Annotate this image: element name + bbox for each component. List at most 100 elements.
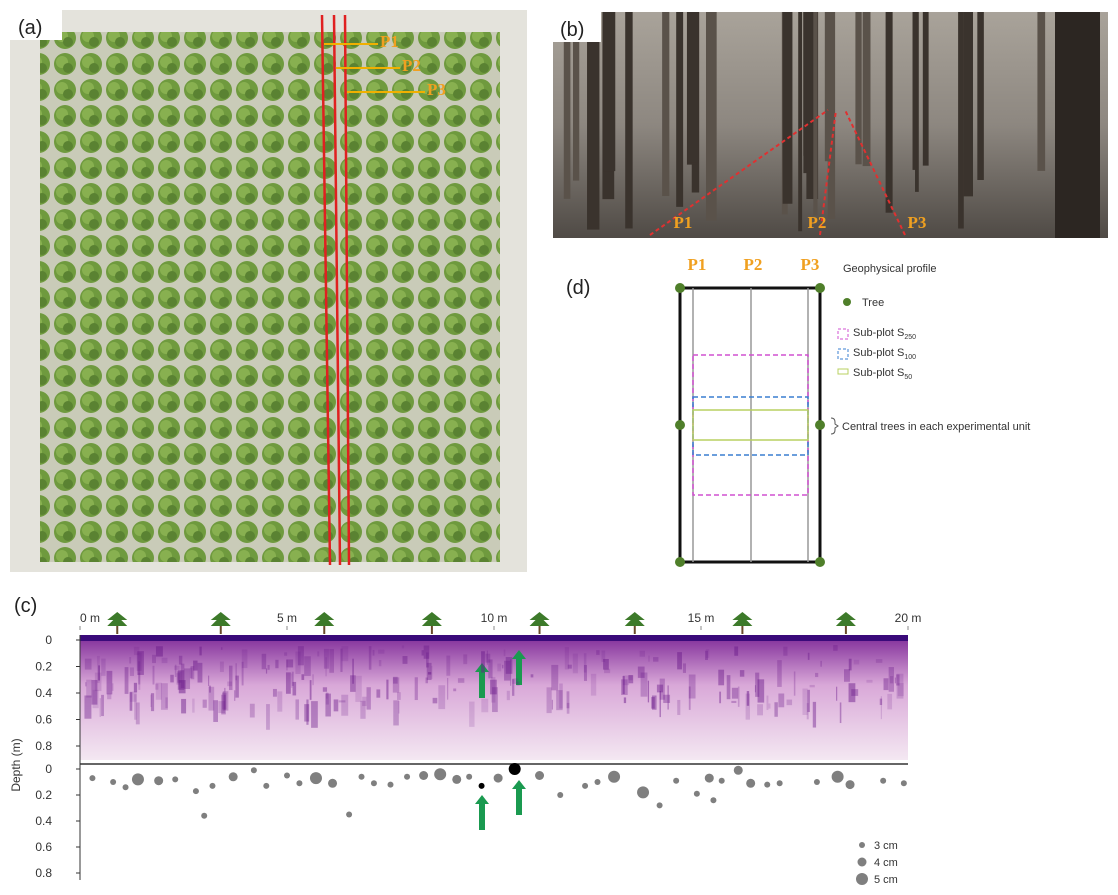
- tree-trunk: [886, 12, 893, 213]
- radar-streak: [340, 649, 342, 672]
- root: [777, 780, 783, 786]
- radar-streak: [638, 667, 645, 678]
- radar-streak: [323, 687, 327, 691]
- radar-streak: [393, 700, 399, 725]
- tree-icon: [314, 612, 334, 634]
- root: [880, 778, 886, 784]
- radar-streak: [250, 704, 255, 718]
- root: [657, 802, 663, 808]
- radar-streak: [768, 703, 770, 708]
- radar-streak: [86, 680, 92, 698]
- y-axis-label: Depth (m): [9, 738, 23, 791]
- radar-streak: [284, 652, 287, 655]
- radar-streak: [890, 676, 893, 683]
- radar-streak: [324, 649, 329, 669]
- radar-streak: [162, 658, 168, 663]
- legend-swatch: [838, 369, 848, 374]
- radar-streak: [170, 675, 174, 683]
- tree-icon: [211, 612, 231, 634]
- radar-streak: [895, 678, 896, 684]
- radar-streak: [794, 671, 796, 695]
- root: [535, 771, 544, 780]
- radar-streak: [101, 659, 105, 676]
- radar-streak: [310, 680, 312, 700]
- radar-streak: [386, 680, 388, 700]
- radar-streak: [648, 681, 649, 703]
- trees: [675, 283, 825, 567]
- radar-streak: [746, 694, 750, 720]
- tree-trunk: [783, 12, 793, 204]
- radar-streak: [227, 681, 232, 686]
- root: [764, 782, 770, 788]
- size-legend-label: 4 cm: [874, 857, 898, 869]
- radar-streak: [179, 656, 182, 665]
- x-tick-label: 5 m: [277, 611, 297, 625]
- legend-swatch: [838, 349, 848, 359]
- tree-icon: [625, 612, 645, 634]
- x-tick-label: 0 m: [80, 611, 100, 625]
- radar-streak: [85, 659, 92, 670]
- legend-tree: [843, 298, 851, 306]
- radar-streak: [402, 645, 404, 648]
- radar-streak: [677, 652, 682, 669]
- panel-a: (a) P1 P2 P3: [10, 10, 527, 572]
- radar-streak: [165, 697, 167, 708]
- radar-streak: [355, 676, 361, 702]
- radar-streak: [547, 687, 552, 713]
- y-tick-label: 0.6: [35, 713, 52, 727]
- crown: [530, 612, 550, 626]
- root: [637, 786, 649, 798]
- radar-streak: [422, 650, 424, 655]
- crown: [836, 612, 856, 626]
- radar-streak: [807, 703, 809, 719]
- radar-streak: [648, 656, 649, 662]
- radar-streak: [107, 694, 111, 700]
- subscript: 100: [904, 354, 916, 361]
- figure: (a) P1 P2 P3 (b)P1P2P3 (d) P1 P2 P3 Geop…: [0, 0, 1118, 890]
- y-tick-label: 0: [45, 762, 52, 776]
- radar-streak: [652, 695, 657, 709]
- tree-icon: [422, 612, 442, 634]
- x-tick-label: 15 m: [688, 611, 715, 625]
- root: [404, 774, 410, 780]
- radar-streak: [329, 649, 334, 673]
- radar-streak: [134, 647, 139, 655]
- radar-streak: [179, 680, 186, 693]
- radar-streak: [397, 692, 401, 700]
- radar-streak: [286, 672, 291, 693]
- radar-streak: [220, 662, 224, 672]
- tree-trunk: [923, 12, 929, 166]
- crown: [625, 612, 645, 626]
- y-tick-label: 0.8: [35, 739, 52, 753]
- radar-streak: [851, 689, 858, 696]
- tree-trunk: [676, 12, 683, 207]
- root: [479, 783, 485, 789]
- root: [846, 780, 855, 789]
- radar-streak: [415, 677, 418, 700]
- profile-label: P1: [674, 213, 693, 232]
- radar-streak: [731, 701, 736, 703]
- radar-streak: [92, 680, 98, 705]
- radar-streak: [152, 655, 156, 663]
- size-legend-label: 3 cm: [874, 840, 898, 852]
- radar-streak: [229, 666, 233, 690]
- radar-streak: [262, 654, 266, 669]
- radar-streak: [502, 665, 503, 669]
- root: [582, 783, 588, 789]
- root: [557, 792, 563, 798]
- radar-streak: [295, 699, 298, 719]
- radar-streak: [242, 649, 248, 668]
- crown: [314, 612, 334, 626]
- radar-streak: [738, 687, 740, 707]
- radar-streak: [506, 657, 513, 674]
- radar-streak: [653, 657, 658, 662]
- root: [419, 771, 428, 780]
- size-legend-marker: [859, 842, 865, 848]
- radar-streak: [584, 653, 587, 672]
- radar-streak: [181, 699, 186, 713]
- radar-streak: [591, 674, 596, 696]
- radar-streak: [221, 647, 222, 650]
- profile-label: P2: [808, 213, 827, 232]
- radar-streak: [203, 700, 207, 708]
